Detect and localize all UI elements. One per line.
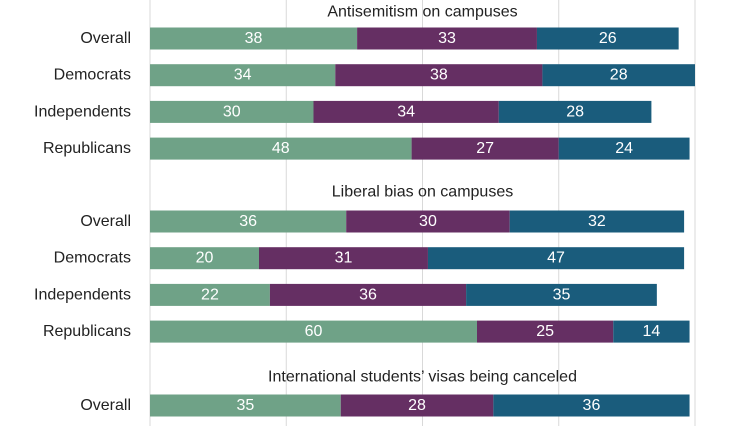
bar-segment <box>150 100 314 123</box>
bar-segment <box>411 137 559 160</box>
bar-segment <box>150 64 336 87</box>
bar-value-label: 32 <box>588 213 606 230</box>
bar-segment <box>150 137 412 160</box>
bar-segment <box>346 210 510 233</box>
group-title: Antisemitism on campuses <box>327 4 517 21</box>
bar-value-label: 60 <box>305 323 323 340</box>
bar-value-label: 36 <box>239 213 257 230</box>
bar-value-label: 36 <box>583 397 601 414</box>
bar-value-label: 25 <box>536 323 554 340</box>
bar-value-label: 24 <box>615 140 633 157</box>
bar-value-label: 22 <box>201 286 219 303</box>
bar-segment <box>477 320 614 343</box>
row-label: Overall <box>80 397 131 414</box>
bar-value-label: 28 <box>610 67 628 84</box>
bar-segment <box>427 247 685 270</box>
row-label: Republicans <box>43 323 131 340</box>
bar-value-label: 35 <box>553 286 571 303</box>
bar-value-label: 14 <box>643 323 661 340</box>
bar-segment <box>357 27 537 50</box>
bar-segment <box>536 27 679 50</box>
row-label: Republicans <box>43 140 131 157</box>
bar-segment <box>150 210 347 233</box>
row-label: Overall <box>80 213 131 230</box>
bar-segment <box>150 394 341 417</box>
row-label: Overall <box>80 30 131 47</box>
bars <box>150 27 695 417</box>
bar-value-label: 30 <box>223 103 241 120</box>
bar-segment <box>340 394 494 417</box>
row-label: Democrats <box>54 67 131 84</box>
bar-value-label: 20 <box>196 250 214 267</box>
row-label: Independents <box>34 103 131 120</box>
bar-segment <box>269 283 467 306</box>
bar-value-label: 38 <box>245 30 263 47</box>
bar-value-label: 26 <box>599 30 617 47</box>
bar-value-label: 28 <box>408 397 426 414</box>
bar-segment <box>150 320 477 343</box>
bar-value-label: 28 <box>566 103 584 120</box>
bar-value-label: 27 <box>476 140 494 157</box>
bar-segment <box>542 64 695 87</box>
bar-value-label: 30 <box>419 213 437 230</box>
bar-value-label: 34 <box>397 103 415 120</box>
bar-value-label: 31 <box>335 250 353 267</box>
row-label: Independents <box>34 286 131 303</box>
group-title: Liberal bias on campuses <box>332 184 513 201</box>
bar-segment <box>613 320 690 343</box>
bar-segment <box>498 100 652 123</box>
bar-value-label: 38 <box>430 67 448 84</box>
bar-segment <box>558 137 690 160</box>
bar-segment <box>313 100 499 123</box>
bar-segment <box>150 27 358 50</box>
bar-segment <box>493 394 690 417</box>
bar-segment <box>150 247 259 270</box>
bar-value-label: 34 <box>234 67 252 84</box>
bar-value-label: 33 <box>438 30 456 47</box>
bar-segment <box>259 247 428 270</box>
bar-segment <box>335 64 543 87</box>
bar-value-label: 48 <box>272 140 290 157</box>
bar-segment <box>509 210 685 233</box>
group-title: International students’ visas being canc… <box>268 369 577 386</box>
bar-value-label: 47 <box>547 250 565 267</box>
bar-value-label: 36 <box>359 286 377 303</box>
labels: Antisemitism on campuses Overall 38 33 26 Dem… <box>34 4 660 415</box>
bar-value-label: 35 <box>236 397 254 414</box>
bar-segment <box>150 283 270 306</box>
bar-segment <box>466 283 657 306</box>
row-label: Democrats <box>54 250 131 267</box>
